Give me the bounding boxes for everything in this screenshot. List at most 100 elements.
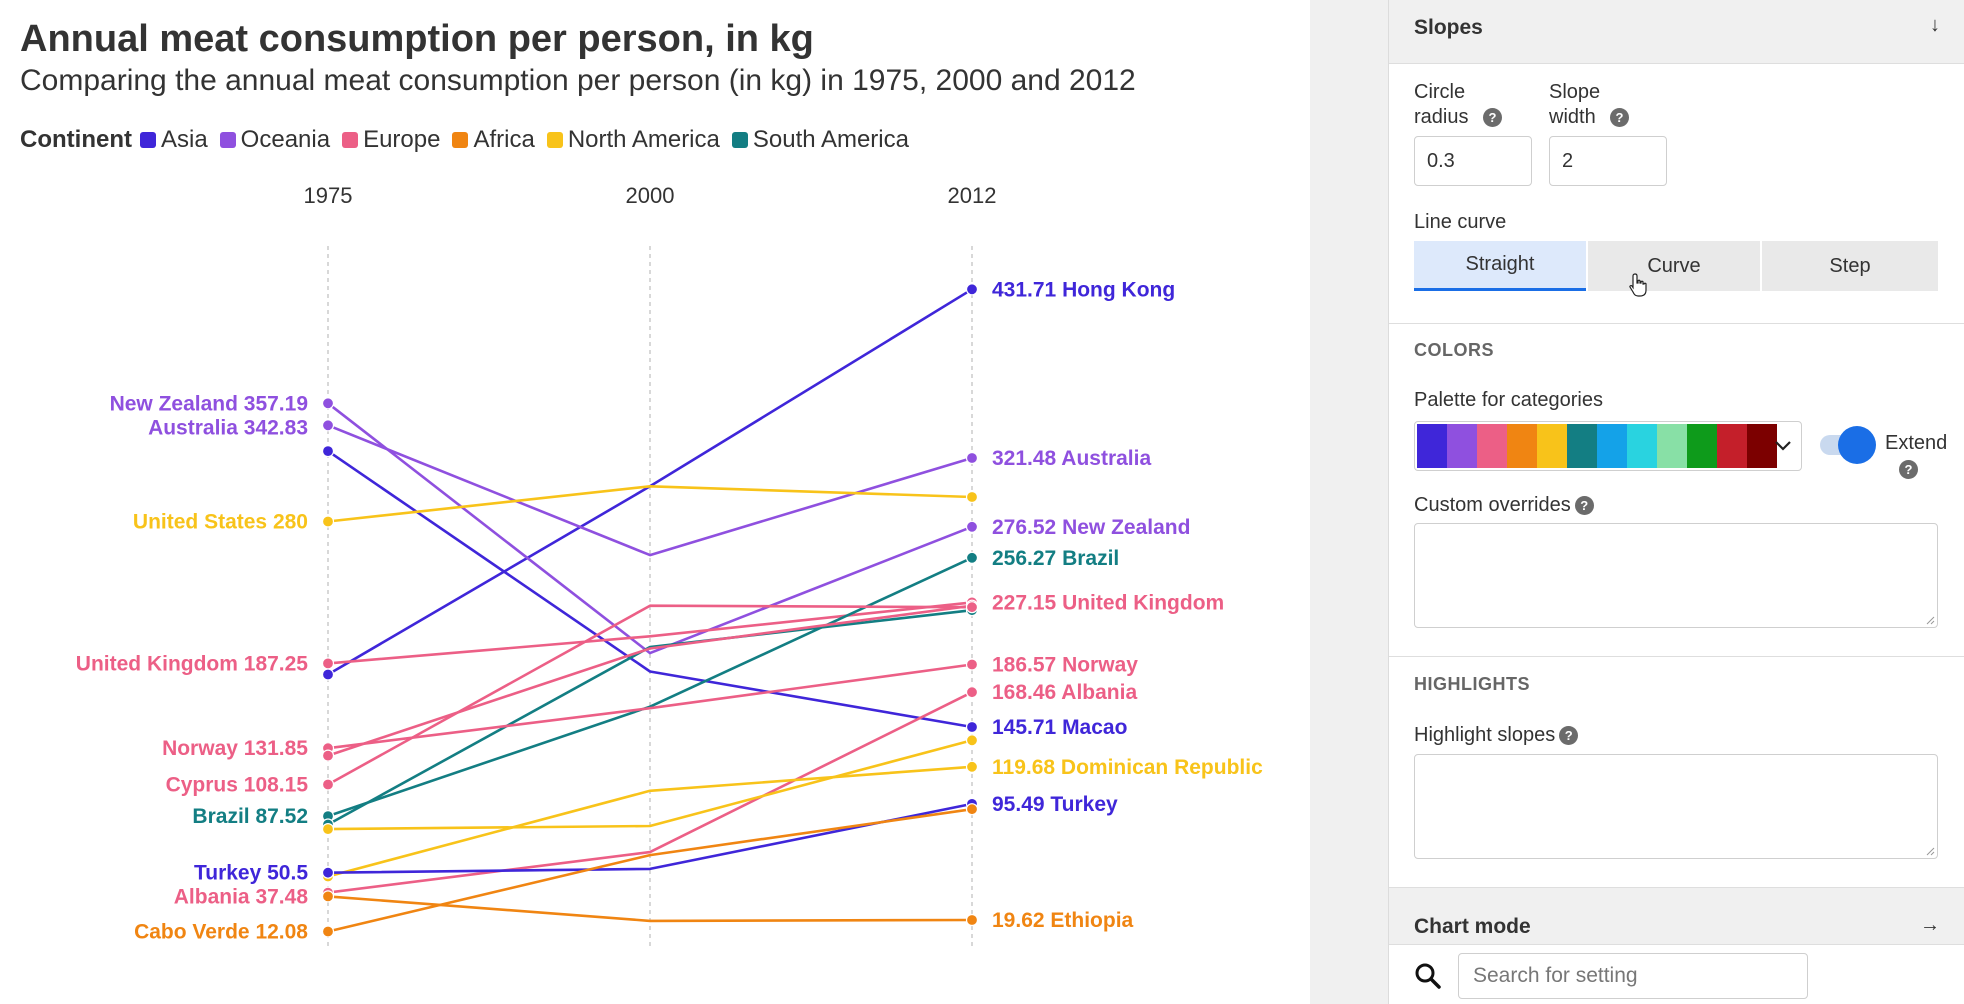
left-label: United States 280 — [133, 511, 308, 534]
right-label: 321.48 Australia — [992, 447, 1151, 470]
right-label: 168.46 Albania — [992, 681, 1137, 704]
curve-option-step[interactable]: Step — [1762, 241, 1938, 291]
data-point — [321, 419, 335, 432]
right-label: 145.71 Macao — [992, 716, 1127, 739]
data-point — [965, 803, 979, 816]
custom-overrides-label-text: Custom overrides — [1414, 494, 1571, 516]
slope-line — [327, 739, 973, 831]
legend-items: Asia Oceania Europe Africa North America Sout… — [139, 126, 921, 154]
highlights-heading: HIGHLIGHTS — [1414, 674, 1530, 694]
palette-swatch — [1627, 424, 1657, 468]
slope-line — [327, 604, 973, 786]
right-label: 95.49 Turkey — [992, 793, 1118, 816]
slopes-section-header[interactable]: Slopes ↓ — [1389, 0, 1964, 64]
left-label: Cyprus 108.15 — [166, 774, 309, 797]
slope-width-input[interactable]: 2 — [1549, 136, 1667, 186]
highlight-slopes-textarea[interactable] — [1414, 754, 1938, 859]
data-point — [321, 822, 335, 836]
data-point — [321, 657, 335, 670]
right-label: 276.52 New Zealand — [992, 516, 1190, 539]
chevron-down-icon — [1775, 441, 1791, 451]
data-point — [321, 890, 335, 903]
legend-swatch — [546, 132, 563, 148]
data-point — [965, 734, 979, 747]
legend-label: Oceania — [240, 126, 331, 153]
legend-item: Europe — [342, 126, 440, 154]
legend-label: Europe — [363, 126, 441, 153]
data-point — [321, 778, 335, 791]
panel-divider[interactable] — [1310, 0, 1388, 1004]
palette-label: Palette for categories — [1414, 389, 1603, 411]
legend-label: South America — [752, 126, 909, 153]
legend-label: Africa — [473, 126, 535, 153]
search-input[interactable]: Search for setting — [1458, 953, 1808, 999]
help-icon[interactable]: ? — [1574, 496, 1594, 516]
slope-line — [327, 765, 973, 878]
section-divider — [1389, 656, 1964, 657]
data-point — [321, 668, 335, 681]
extend-toggle[interactable] — [1820, 426, 1878, 464]
slope-line — [327, 450, 973, 729]
slope-width-label-text: Slope width — [1549, 81, 1601, 128]
palette-swatch — [1417, 424, 1447, 468]
legend-label: North America — [567, 126, 720, 153]
data-point — [965, 283, 979, 296]
left-label: Norway 131.85 — [162, 737, 308, 760]
data-point — [965, 913, 979, 927]
slopes-header-label: Slopes — [1414, 16, 1483, 39]
data-point — [321, 925, 335, 938]
right-label: 119.68 Dominican Republic — [992, 756, 1263, 779]
search-bar: Search for setting — [1389, 944, 1964, 1004]
palette-dropdown[interactable] — [1414, 421, 1802, 471]
help-icon[interactable]: ? — [1483, 108, 1502, 127]
left-label: Albania 37.48 — [174, 886, 309, 909]
legend-title: Continent — [20, 126, 132, 153]
chart-mode-header-label: Chart mode — [1414, 915, 1531, 938]
help-icon[interactable]: ? — [1559, 726, 1579, 746]
circle-radius-input[interactable]: 0.3 — [1414, 136, 1532, 186]
slope-chart: 1975 2000 2012 New Zealand 357.19Australia … — [76, 183, 1263, 950]
slope-line — [327, 484, 973, 523]
curve-option-curve[interactable]: Curve — [1588, 241, 1760, 291]
legend-label: Asia — [160, 126, 208, 153]
slope-line — [327, 663, 973, 750]
help-icon[interactable]: ? — [1899, 460, 1918, 479]
right-label: 431.71 Hong Kong — [992, 278, 1175, 301]
right-label: 186.57 Norway — [992, 654, 1138, 677]
legend-item: Oceania — [219, 126, 331, 154]
palette-swatch — [1477, 424, 1507, 468]
chart-mode-section-header[interactable]: Chart mode → — [1389, 887, 1964, 952]
slope-line — [327, 604, 973, 757]
divider-line — [1388, 0, 1389, 1004]
left-label: Cabo Verde 12.08 — [134, 921, 308, 944]
data-point — [965, 551, 979, 564]
slope-width-label: Slope width — [1549, 80, 1600, 130]
custom-overrides-textarea[interactable] — [1414, 523, 1938, 628]
circle-radius-label: Circle radius — [1414, 80, 1468, 130]
data-point — [321, 866, 335, 879]
help-icon[interactable]: ? — [1610, 108, 1629, 127]
section-divider — [1389, 323, 1964, 324]
circle-radius-label-text: Circle radius — [1414, 81, 1469, 128]
column-header: 2012 — [948, 183, 997, 208]
curve-option-straight[interactable]: Straight — [1414, 241, 1586, 291]
left-label: United Kingdom 187.25 — [76, 652, 309, 675]
palette-swatch — [1447, 424, 1477, 468]
data-point — [965, 490, 979, 504]
slope-width-value: 2 — [1562, 149, 1574, 172]
slope-line — [327, 601, 973, 665]
resize-handle-icon[interactable] — [1925, 846, 1935, 856]
search-icon — [1415, 963, 1441, 989]
slope-line — [327, 424, 973, 557]
extend-label: Extend — [1885, 432, 1948, 454]
right-label: 256.27 Brazil — [992, 547, 1119, 570]
legend-item: South America — [731, 126, 909, 154]
legend-swatch — [139, 132, 156, 148]
resize-handle-icon[interactable] — [1925, 615, 1935, 625]
custom-overrides-label: Custom overrides? — [1414, 493, 1594, 518]
data-point — [965, 686, 979, 699]
left-label: Turkey 50.5 — [194, 862, 308, 885]
left-label: Brazil 87.52 — [192, 805, 308, 828]
legend-swatch — [342, 132, 359, 148]
data-point — [321, 445, 335, 458]
